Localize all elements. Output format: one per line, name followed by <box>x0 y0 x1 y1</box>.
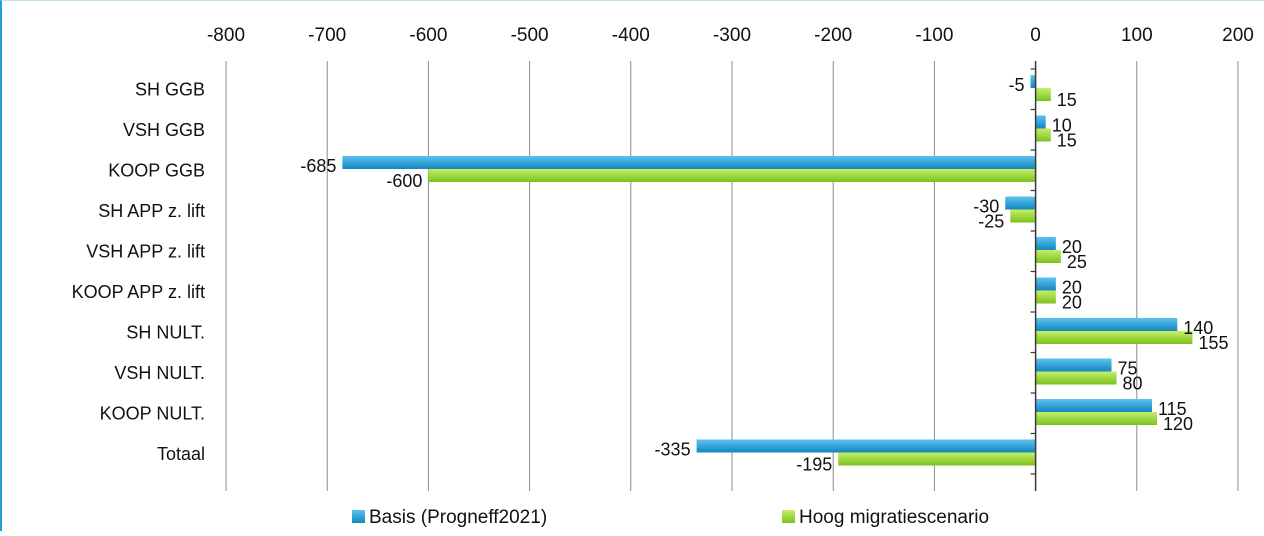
bar <box>1010 209 1036 223</box>
category-label: KOOP NULT. <box>100 403 205 423</box>
bar <box>342 156 1036 169</box>
bar <box>696 439 1036 453</box>
category-label: KOOP GGB <box>108 160 205 180</box>
x-tick-label: -400 <box>612 25 650 46</box>
legend-swatch <box>352 510 365 523</box>
data-label: 155 <box>1198 333 1228 353</box>
bar <box>1005 196 1036 210</box>
x-tick-label: 0 <box>1030 25 1041 46</box>
data-label: 20 <box>1062 278 1082 298</box>
data-label: 10 <box>1052 116 1072 136</box>
data-label: -600 <box>386 171 422 191</box>
category-label: VSH APP z. lift <box>86 241 205 261</box>
data-label: -195 <box>796 455 832 475</box>
bar <box>1035 318 1178 331</box>
bars <box>342 75 1193 466</box>
bar <box>1035 88 1051 101</box>
category-label: VSH NULT. <box>114 363 205 383</box>
data-label: 15 <box>1057 90 1077 110</box>
bar <box>1035 115 1046 129</box>
data-label: 20 <box>1062 293 1082 313</box>
x-tick-label: -800 <box>207 25 245 46</box>
x-tick-label: 100 <box>1121 25 1153 46</box>
data-label: 20 <box>1062 237 1082 257</box>
data-label: -685 <box>300 156 336 176</box>
legend-label: Basis (Progneff2021) <box>369 507 547 528</box>
category-label: Totaal <box>157 444 205 464</box>
bar <box>1035 399 1152 412</box>
data-label: 120 <box>1163 414 1193 434</box>
data-label: 140 <box>1183 318 1213 338</box>
data-label: 80 <box>1123 374 1143 394</box>
data-label: 115 <box>1158 399 1187 419</box>
x-tick-label: -100 <box>915 25 953 46</box>
data-label: 75 <box>1118 359 1138 379</box>
x-tick-label: -300 <box>713 25 751 46</box>
bar <box>1030 75 1036 88</box>
bar <box>1035 358 1112 372</box>
legend-label: Hoog migratiescenario <box>799 507 989 528</box>
bar <box>1035 412 1158 425</box>
gridlines <box>225 61 1239 491</box>
category-label: SH GGB <box>135 79 205 99</box>
data-label: -25 <box>978 212 1004 232</box>
legend: Basis (Progneff2021) Hoog migratiescenari… <box>352 507 989 528</box>
legend-swatch <box>782 510 795 523</box>
bar <box>1035 290 1056 304</box>
x-tick-label: -200 <box>814 25 852 46</box>
bar <box>1035 250 1061 263</box>
x-tick-label: -600 <box>409 25 447 46</box>
bar <box>1035 371 1117 385</box>
x-tick-label: -500 <box>511 25 549 46</box>
data-label: -5 <box>1009 75 1025 95</box>
data-label: 15 <box>1057 131 1077 151</box>
data-labels: -5151015-685-600-30-25202520201401557580… <box>300 75 1228 475</box>
bar <box>1035 277 1056 291</box>
category-label: SH APP z. lift <box>98 201 205 221</box>
x-tick-label: -700 <box>308 25 346 46</box>
category-labels: SH GGB VSH GGB KOOP GGB SH APP z. lift VSH A… <box>72 79 205 464</box>
data-label: 25 <box>1067 252 1087 272</box>
bar <box>1035 331 1193 344</box>
bar <box>1035 128 1051 142</box>
bar <box>1035 237 1056 250</box>
data-label: -30 <box>973 197 999 217</box>
bar <box>838 452 1036 466</box>
bar <box>428 169 1036 182</box>
category-label: KOOP APP z. lift <box>72 282 205 302</box>
data-label: -335 <box>655 440 691 460</box>
x-tick-label: 200 <box>1222 25 1254 46</box>
zero-axis <box>1030 61 1037 491</box>
x-tick-labels: -800 -700 -600 -500 -400 -300 -200 -100 0 100 200 <box>207 25 1254 46</box>
category-label: SH NULT. <box>126 322 205 342</box>
category-label: VSH GGB <box>123 120 205 140</box>
